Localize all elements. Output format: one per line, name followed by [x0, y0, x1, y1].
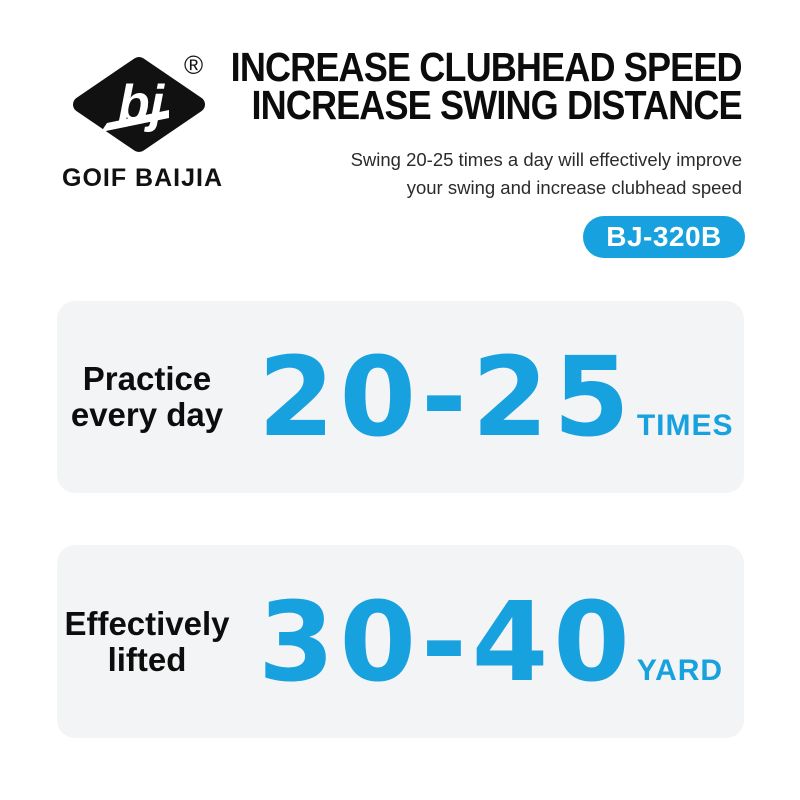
headline: INCREASE CLUBHEAD SPEED INCREASE SWING D…: [230, 44, 743, 128]
model-badge-label: BJ-320B: [606, 221, 722, 252]
model-badge: BJ-320B: [583, 216, 745, 258]
subtitle-line-2: your swing and increase clubhead speed: [406, 177, 742, 198]
stat-card-label-line-1: Practice: [82, 360, 212, 397]
stat-card-label-line-2: every day: [70, 396, 224, 433]
stat-value-number: 20-25: [258, 333, 635, 461]
subtitle: Swing 20-25 times a day will effectively…: [351, 146, 742, 202]
stat-card-practice: Practice every day 20-25 TIMES: [57, 301, 744, 493]
stat-card-value: 20-25 TIMES: [258, 342, 733, 452]
stat-card-value: 30-40 YARD: [258, 587, 723, 697]
headline-line-2: INCREASE SWING DISTANCE: [251, 82, 743, 128]
stat-card-label-line-1: Effectively: [64, 604, 230, 642]
stat-value-unit: YARD: [636, 653, 724, 687]
stat-card-label: Effectively lifted: [57, 604, 237, 678]
stat-card-label-line-2: lifted: [107, 640, 187, 678]
brand-logo-icon: bj: [73, 57, 205, 152]
stat-value-number: 30-40: [258, 577, 635, 706]
registered-trademark-mark: ®: [184, 50, 204, 80]
headline-line-1: INCREASE CLUBHEAD SPEED: [230, 44, 743, 90]
brand-name: GOIF BAIJIA: [62, 164, 224, 192]
logo-swoosh: [101, 110, 169, 132]
stat-card-label: Practice every day: [57, 361, 237, 433]
stat-value-unit: TIMES: [636, 409, 734, 442]
subtitle-line-1: Swing 20-25 times a day will effectively…: [350, 149, 742, 170]
stat-card-lifted: Effectively lifted 30-40 YARD: [57, 545, 744, 738]
